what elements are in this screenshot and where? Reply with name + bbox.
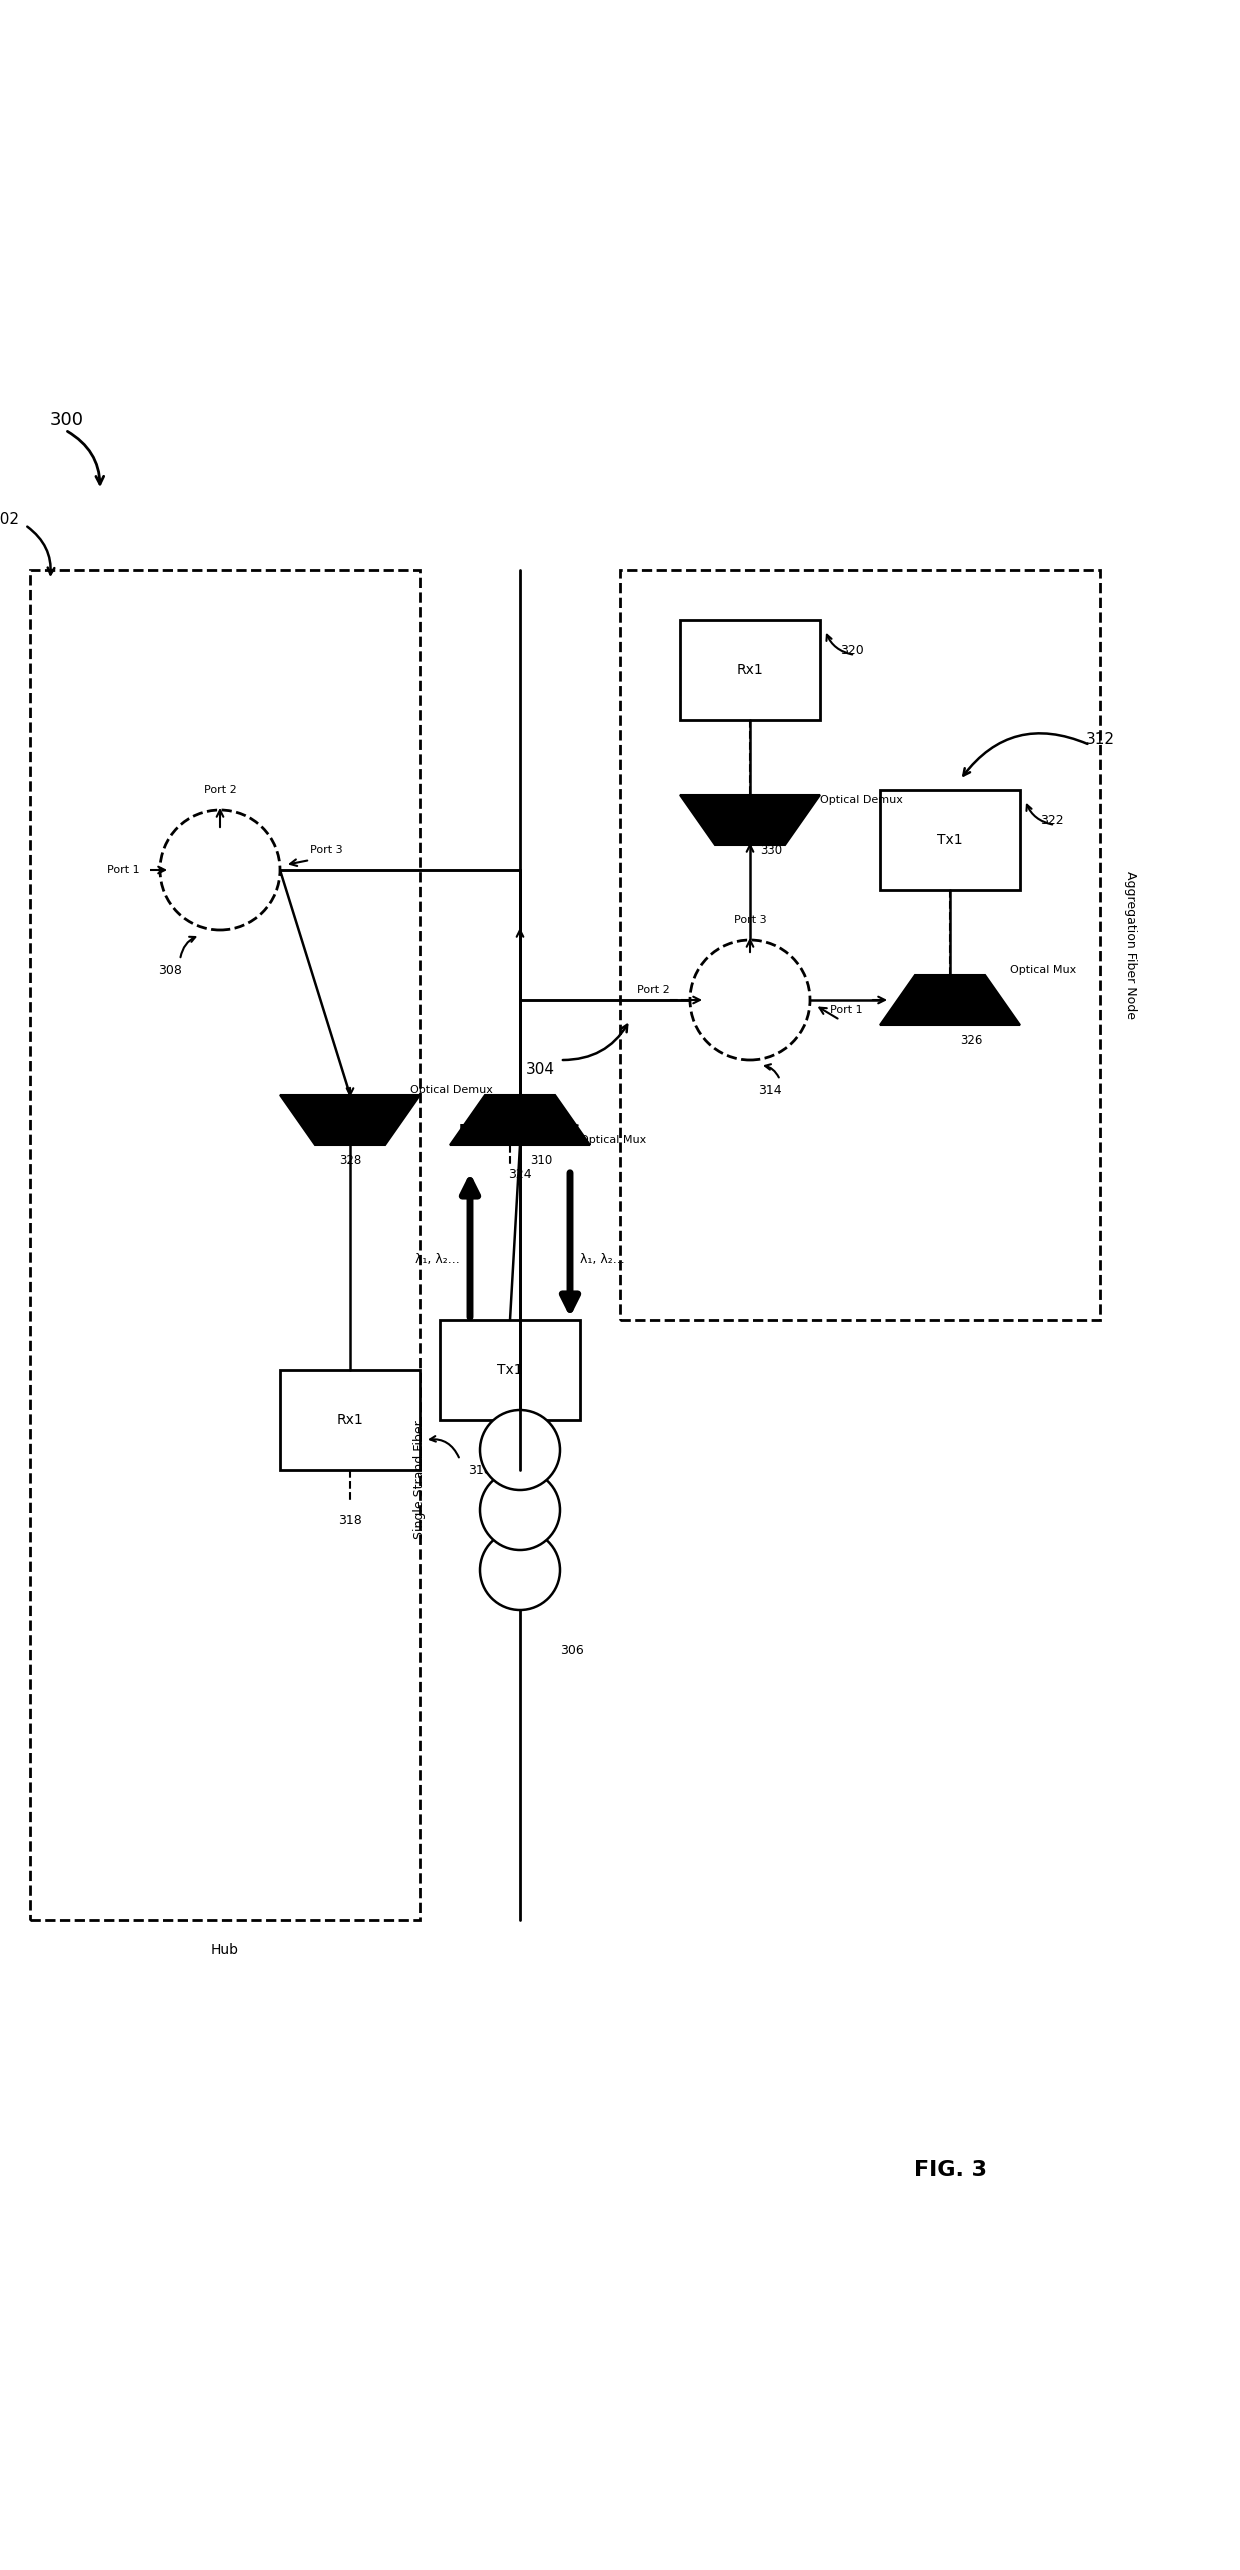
Bar bbox=[440, 1321, 580, 1421]
Text: 310: 310 bbox=[529, 1154, 552, 1167]
Text: Port 2: Port 2 bbox=[637, 984, 670, 995]
Text: 306: 306 bbox=[560, 1642, 584, 1658]
Polygon shape bbox=[450, 1095, 590, 1146]
Bar bbox=[620, 571, 1100, 1321]
Text: 300: 300 bbox=[50, 411, 84, 429]
Text: 324: 324 bbox=[508, 1169, 532, 1182]
Text: 316: 316 bbox=[498, 1462, 522, 1478]
Text: Optical Demux: Optical Demux bbox=[820, 794, 903, 804]
Text: Port 2: Port 2 bbox=[203, 784, 237, 794]
Text: Single Strand Fiber: Single Strand Fiber bbox=[413, 1421, 427, 1539]
Text: FIG. 3: FIG. 3 bbox=[914, 2159, 987, 2179]
Text: 320: 320 bbox=[839, 642, 864, 655]
Circle shape bbox=[160, 810, 280, 930]
Text: Port 3: Port 3 bbox=[310, 846, 342, 856]
Text: Optical Demux: Optical Demux bbox=[410, 1085, 492, 1095]
Circle shape bbox=[480, 1411, 560, 1491]
Text: 314: 314 bbox=[758, 1085, 781, 1097]
Circle shape bbox=[480, 1529, 560, 1609]
Text: Rx1: Rx1 bbox=[336, 1414, 363, 1426]
Text: 322: 322 bbox=[1040, 815, 1064, 828]
Text: 312: 312 bbox=[1085, 732, 1115, 748]
Text: Port 1: Port 1 bbox=[108, 866, 140, 874]
Polygon shape bbox=[680, 794, 820, 846]
Text: 318: 318 bbox=[469, 1462, 492, 1478]
Text: Aggregation Fiber Node: Aggregation Fiber Node bbox=[1123, 871, 1137, 1018]
Text: λ₁, λ₂...: λ₁, λ₂... bbox=[580, 1254, 625, 1267]
Text: 302: 302 bbox=[0, 511, 20, 527]
Text: 318: 318 bbox=[339, 1514, 362, 1527]
Text: Port 1: Port 1 bbox=[830, 1005, 863, 1015]
Bar bbox=[30, 571, 420, 1920]
Text: Rx1: Rx1 bbox=[737, 663, 764, 676]
Text: Port 3: Port 3 bbox=[734, 915, 766, 925]
Text: Optical Mux: Optical Mux bbox=[580, 1136, 646, 1146]
Bar bbox=[880, 789, 1021, 889]
Text: 304: 304 bbox=[526, 1061, 554, 1077]
Text: DS: DS bbox=[459, 1123, 481, 1136]
Text: 330: 330 bbox=[760, 843, 782, 856]
Text: 328: 328 bbox=[339, 1154, 361, 1167]
Bar bbox=[280, 1370, 420, 1470]
Circle shape bbox=[689, 941, 810, 1059]
Text: Tx1: Tx1 bbox=[937, 833, 962, 848]
Bar bbox=[680, 619, 820, 720]
Text: λ₁, λ₂...: λ₁, λ₂... bbox=[415, 1254, 460, 1267]
Circle shape bbox=[480, 1470, 560, 1550]
Text: 326: 326 bbox=[960, 1033, 982, 1046]
Text: Hub: Hub bbox=[211, 1943, 239, 1956]
Text: US: US bbox=[559, 1123, 580, 1136]
Polygon shape bbox=[280, 1095, 420, 1146]
Polygon shape bbox=[880, 974, 1021, 1025]
Text: Tx1: Tx1 bbox=[497, 1362, 523, 1378]
Text: 308: 308 bbox=[157, 964, 182, 977]
Text: Optical Mux: Optical Mux bbox=[1011, 964, 1076, 974]
